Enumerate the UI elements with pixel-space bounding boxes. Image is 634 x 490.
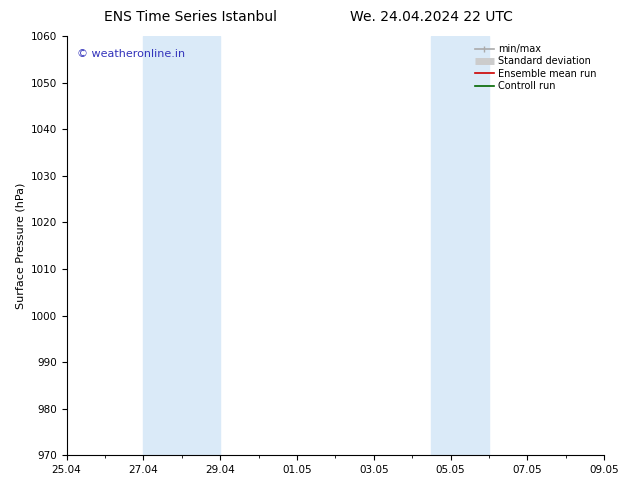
Y-axis label: Surface Pressure (hPa): Surface Pressure (hPa) <box>15 183 25 309</box>
Text: ENS Time Series Istanbul: ENS Time Series Istanbul <box>104 10 276 24</box>
Bar <box>431 36 489 455</box>
Text: We. 24.04.2024 22 UTC: We. 24.04.2024 22 UTC <box>350 10 512 24</box>
Text: © weatheronline.in: © weatheronline.in <box>77 49 185 59</box>
Bar <box>143 36 220 455</box>
Legend: min/max, Standard deviation, Ensemble mean run, Controll run: min/max, Standard deviation, Ensemble me… <box>472 41 599 94</box>
